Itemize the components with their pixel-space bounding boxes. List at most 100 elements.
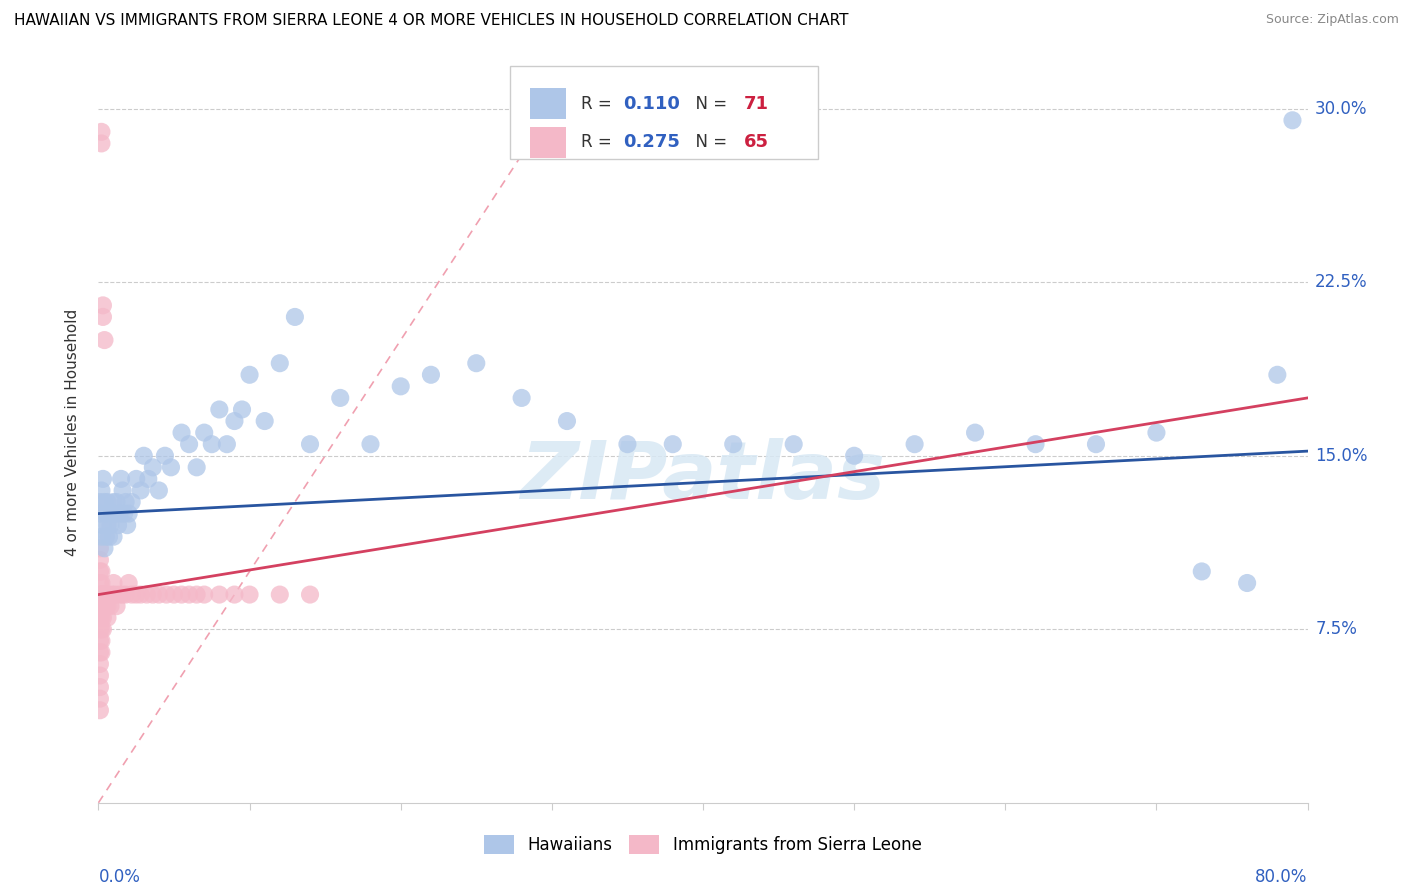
Point [224, 414, 246, 428]
Point [91, 622, 114, 636]
Point [96, 610, 118, 624]
Point [125, 588, 148, 602]
Point [193, 425, 215, 440]
Point [111, 588, 134, 602]
Point [239, 368, 262, 382]
Point [284, 310, 307, 324]
Point [90, 565, 112, 579]
Point [90, 483, 112, 498]
Point [110, 472, 132, 486]
Point [91, 298, 114, 312]
Point [114, 588, 136, 602]
Point [90, 645, 112, 659]
Point [118, 576, 141, 591]
Point [465, 356, 488, 370]
Point [90, 610, 112, 624]
Point [89, 588, 111, 602]
Point [1144, 425, 1167, 440]
Point [111, 483, 134, 498]
Point [98, 588, 121, 602]
Point [89, 691, 111, 706]
Point [1024, 437, 1046, 451]
Point [125, 472, 148, 486]
Point [1236, 576, 1258, 591]
Point [224, 588, 246, 602]
Point [661, 437, 683, 451]
Point [112, 507, 135, 521]
Point [118, 507, 141, 521]
Point [96, 599, 118, 614]
Point [389, 379, 412, 393]
Point [215, 437, 238, 451]
Point [103, 495, 125, 509]
Point [170, 425, 193, 440]
Point [108, 507, 131, 521]
Text: R =: R = [581, 95, 617, 113]
Point [90, 136, 112, 151]
Text: 15.0%: 15.0% [1315, 447, 1368, 465]
Point [89, 541, 111, 556]
Point [269, 356, 291, 370]
Text: N =: N = [685, 133, 733, 152]
Point [103, 530, 125, 544]
Legend: Hawaiians, Immigrants from Sierra Leone: Hawaiians, Immigrants from Sierra Leone [478, 829, 928, 861]
Point [208, 588, 231, 602]
Point [231, 402, 253, 417]
Text: 0.275: 0.275 [623, 133, 681, 152]
Point [91, 310, 114, 324]
Point [105, 599, 128, 614]
Text: 0.0%: 0.0% [98, 868, 141, 886]
FancyBboxPatch shape [530, 127, 567, 158]
Point [91, 518, 114, 533]
Point [93, 588, 115, 602]
Text: N =: N = [685, 95, 733, 113]
Point [89, 703, 111, 717]
Point [101, 588, 124, 602]
Point [179, 437, 201, 451]
Text: 65: 65 [744, 133, 769, 152]
Point [329, 391, 352, 405]
Point [93, 541, 115, 556]
Text: Source: ZipAtlas.com: Source: ZipAtlas.com [1265, 13, 1399, 27]
Point [148, 588, 170, 602]
Point [136, 472, 159, 486]
Point [89, 633, 111, 648]
Point [93, 333, 115, 347]
Point [91, 610, 114, 624]
Point [89, 495, 111, 509]
Point [142, 460, 165, 475]
Point [96, 495, 118, 509]
Point [153, 449, 176, 463]
Y-axis label: 4 or more Vehicles in Household: 4 or more Vehicles in Household [65, 309, 80, 557]
Point [89, 553, 111, 567]
Point [208, 402, 231, 417]
Point [616, 437, 638, 451]
Point [129, 588, 152, 602]
Point [201, 437, 224, 451]
Point [107, 518, 129, 533]
Point [121, 495, 143, 509]
Text: 71: 71 [744, 95, 769, 113]
Point [1267, 368, 1289, 382]
Point [94, 599, 117, 614]
Point [96, 518, 118, 533]
Point [1191, 565, 1213, 579]
Point [94, 588, 117, 602]
FancyBboxPatch shape [509, 66, 818, 159]
Point [91, 472, 114, 486]
Point [104, 507, 127, 521]
Text: 80.0%: 80.0% [1256, 868, 1308, 886]
Point [510, 391, 533, 405]
Point [360, 437, 382, 451]
Point [100, 599, 122, 614]
Text: HAWAIIAN VS IMMIGRANTS FROM SIERRA LEONE 4 OR MORE VEHICLES IN HOUSEHOLD CORRELA: HAWAIIAN VS IMMIGRANTS FROM SIERRA LEONE… [14, 13, 849, 29]
Point [90, 622, 112, 636]
Point [239, 588, 262, 602]
Point [101, 507, 124, 521]
Point [89, 680, 111, 694]
Point [103, 576, 125, 591]
Point [186, 460, 208, 475]
Point [90, 576, 112, 591]
Point [91, 588, 114, 602]
Point [89, 599, 111, 614]
